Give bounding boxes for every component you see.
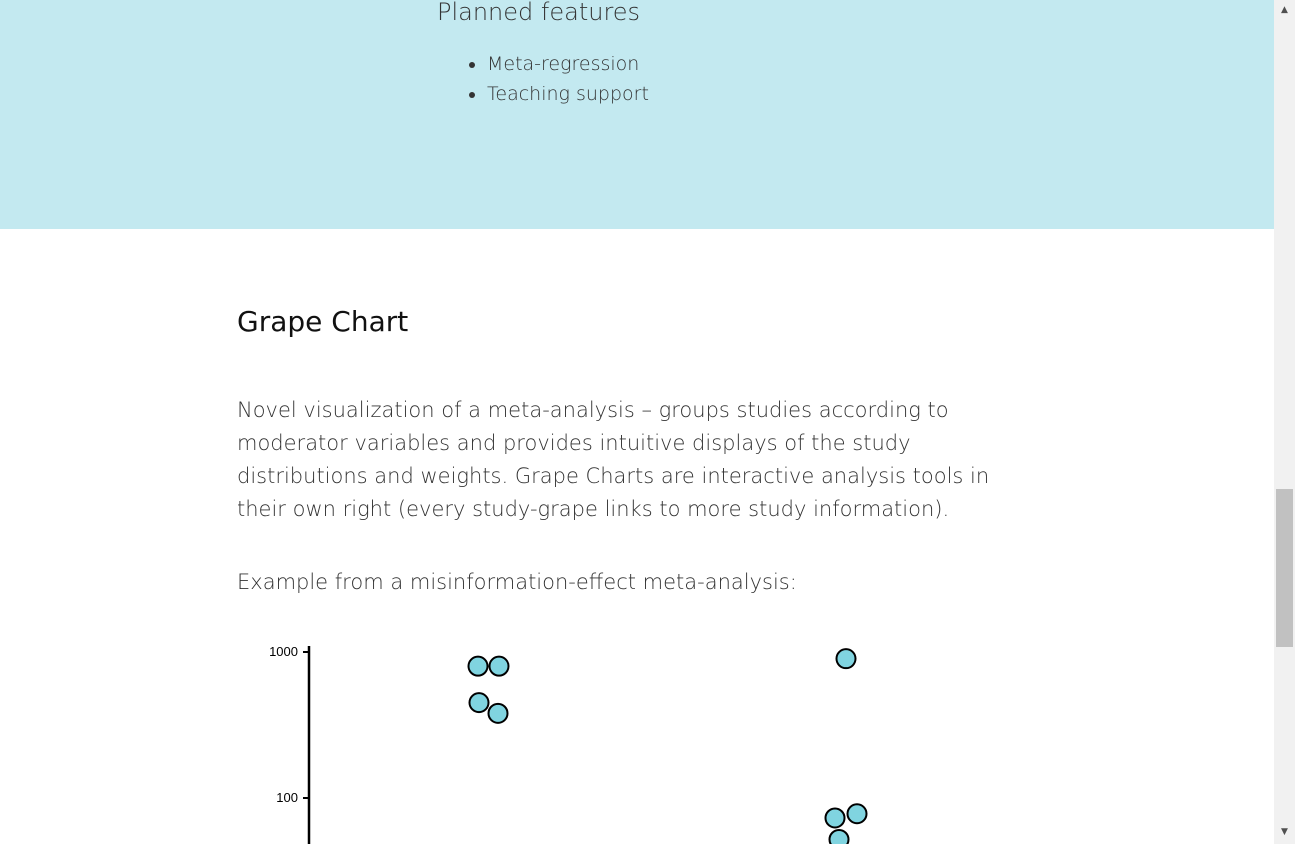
study-grape[interactable] bbox=[824, 807, 846, 829]
study-grape[interactable] bbox=[467, 655, 489, 677]
grape-chart-svg: 100 1000 bbox=[269, 644, 868, 844]
grape-chart-title: Grape Chart bbox=[237, 305, 409, 338]
planned-feature-item: Teaching support bbox=[487, 79, 649, 109]
triangle-down-icon[interactable]: ▼ bbox=[1281, 827, 1288, 837]
example-caption: Example from a misinformation-effect met… bbox=[237, 570, 797, 594]
planned-features-section: Planned features Meta-regression Teachin… bbox=[0, 0, 1274, 229]
study-grape[interactable] bbox=[488, 655, 510, 677]
planned-features-list: Meta-regression Teaching support bbox=[437, 49, 649, 109]
study-grape[interactable] bbox=[828, 828, 850, 844]
study-grape[interactable] bbox=[835, 648, 857, 670]
study-grape[interactable] bbox=[468, 692, 490, 714]
grape-chart-description: Novel visualization of a meta-analysis –… bbox=[237, 398, 990, 521]
study-grape[interactable] bbox=[846, 803, 868, 825]
triangle-up-icon[interactable]: ▲ bbox=[1281, 5, 1288, 15]
planned-feature-item: Meta-regression bbox=[487, 49, 649, 79]
study-grape[interactable] bbox=[487, 702, 509, 724]
scrollbar-thumb[interactable] bbox=[1276, 489, 1293, 647]
vertical-scrollbar[interactable]: ▲ ▼ bbox=[1274, 0, 1295, 844]
planned-features-title: Planned features bbox=[437, 0, 641, 26]
grape-chart: 100 1000 bbox=[237, 630, 1037, 844]
y-tick-label: 1000 bbox=[269, 644, 298, 659]
y-tick-label: 100 bbox=[276, 790, 298, 805]
